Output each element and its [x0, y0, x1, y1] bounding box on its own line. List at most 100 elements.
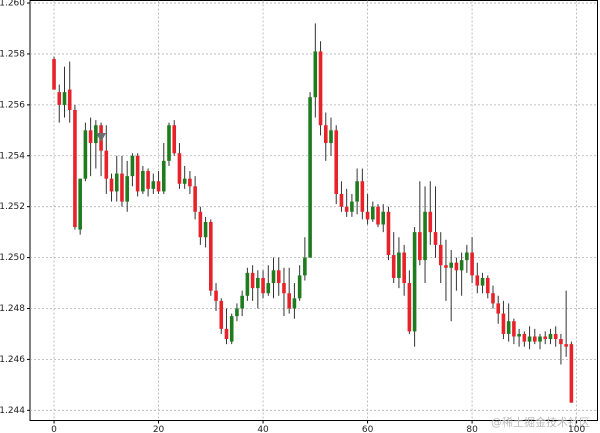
candle-body: [109, 178, 114, 192]
candle-body: [198, 211, 203, 238]
candle-body: [339, 193, 344, 207]
candle-body: [182, 178, 187, 184]
candle-body: [370, 206, 375, 220]
candle-body: [532, 336, 537, 342]
candle-body: [240, 295, 244, 309]
candle-body: [114, 173, 119, 192]
y-tick-label: 1.252: [0, 202, 25, 212]
candle-body: [433, 232, 438, 245]
x-tick-label: 100: [568, 425, 585, 433]
candle-body: [407, 283, 412, 332]
candle-body: [313, 51, 318, 98]
candle-body: [292, 298, 297, 309]
x-tick-label: 40: [257, 425, 269, 433]
y-tick-label: 1.260: [0, 0, 25, 9]
candle-body: [459, 260, 464, 271]
candle-body: [219, 300, 224, 329]
candle-body: [203, 221, 208, 238]
candle-body: [297, 275, 302, 299]
candle-body: [475, 275, 480, 286]
candle-body: [470, 252, 474, 276]
candle-body: [151, 181, 156, 189]
candle-body: [543, 336, 548, 340]
candle-body: [496, 303, 501, 314]
candle-body: [167, 125, 171, 161]
candle-body: [256, 277, 260, 289]
candle-body: [156, 181, 161, 192]
candle-body: [125, 176, 129, 202]
x-tick-label: 80: [466, 425, 478, 433]
watermark: @稀土掘金技术社区: [491, 415, 590, 429]
candle-body: [161, 160, 166, 192]
candle-body: [564, 344, 568, 347]
candle-body: [391, 255, 396, 278]
candle-body: [381, 211, 386, 225]
candle-body: [376, 206, 380, 225]
candle-body: [418, 232, 422, 261]
candle-body: [548, 333, 553, 340]
candle-body: [224, 328, 229, 340]
candle-body: [334, 130, 339, 194]
candle-body: [360, 181, 365, 212]
candle-body: [104, 150, 109, 179]
x-tick-label: 0: [51, 425, 57, 433]
candle-body: [355, 181, 359, 202]
candle-body: [209, 221, 213, 291]
candle-body: [506, 321, 511, 334]
candle-body: [271, 270, 276, 284]
candle-body: [67, 89, 72, 110]
candle-body: [559, 339, 563, 345]
candle-body: [214, 290, 218, 301]
candle-body: [88, 130, 93, 144]
candle-body: [323, 125, 328, 144]
candle-body: [438, 244, 443, 266]
candle-body: [188, 178, 192, 187]
y-tick-label: 1.254: [0, 151, 25, 161]
signal-marker: [96, 132, 107, 142]
candle-body: [229, 316, 234, 342]
candle-body: [276, 270, 281, 284]
y-tick-label: 1.248: [0, 304, 25, 314]
candle-body: [423, 211, 427, 261]
candle-body: [78, 178, 82, 230]
y-tick-label: 1.244: [0, 406, 25, 416]
y-tick-label: 1.256: [0, 100, 25, 110]
candle-body: [569, 344, 574, 403]
candle-body: [527, 336, 532, 342]
candle-body: [62, 92, 67, 105]
candle-body: [517, 333, 521, 337]
candle-body: [329, 130, 333, 144]
candle-body: [235, 308, 239, 317]
candle-body: [465, 252, 469, 261]
candle-body: [193, 186, 197, 212]
y-tick-label: 1.246: [0, 355, 25, 365]
x-tick-label: 20: [153, 425, 165, 433]
candle-body: [350, 201, 354, 212]
candle-body: [250, 272, 255, 289]
candle-body: [485, 277, 490, 294]
plot-frame: [29, 0, 598, 421]
candle-body: [553, 333, 558, 340]
candle-body: [318, 51, 323, 126]
candle-body: [172, 125, 177, 154]
candle-body: [120, 173, 124, 202]
candle-body: [428, 211, 433, 233]
candle-body: [501, 313, 506, 334]
candle-body: [146, 171, 150, 189]
y-tick-label: 1.258: [0, 49, 25, 59]
candle-body: [266, 283, 271, 294]
candle-body: [402, 252, 406, 284]
y-tick-label: 1.250: [0, 253, 25, 263]
candle-body: [480, 277, 485, 286]
candle-body: [135, 155, 140, 192]
candle-body: [94, 125, 98, 144]
candle-body: [538, 336, 542, 342]
candle-body: [365, 211, 370, 220]
candle-body: [454, 262, 459, 271]
candle-body: [261, 277, 265, 294]
candle-body: [397, 252, 401, 278]
candle-body: [52, 59, 56, 90]
candle-body: [245, 272, 250, 296]
candle-body: [444, 265, 448, 268]
